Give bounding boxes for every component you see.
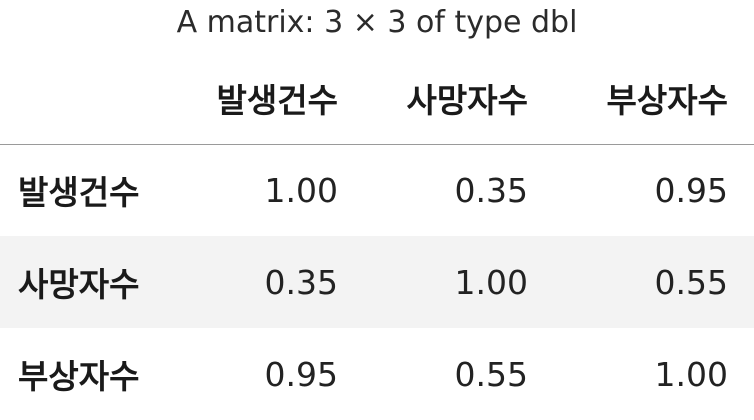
- matrix-cell: 1.00: [454, 262, 528, 302]
- table-row: 부상자수 0.95 0.55 1.00: [0, 328, 754, 420]
- matrix-cell: 0.95: [264, 354, 338, 394]
- matrix-cell: 0.55: [454, 354, 528, 394]
- table-row: 발생건수 1.00 0.35 0.95: [0, 144, 754, 236]
- row-header: 사망자수: [18, 265, 140, 304]
- column-header: 사망자수: [364, 58, 554, 145]
- matrix-output: A matrix: 3 × 3 of type dbl 발생건수 사망자수 부상…: [0, 5, 754, 396]
- row-header: 부상자수: [18, 357, 140, 396]
- matrix-cell: 0.55: [654, 262, 728, 302]
- column-header: 부상자수: [554, 58, 754, 145]
- matrix-cell: 0.35: [454, 170, 528, 210]
- matrix-cell: 0.95: [654, 170, 728, 210]
- matrix-table: 발생건수 사망자수 부상자수 발생건수 1.00 0.35 0.95 사망자수 …: [0, 58, 754, 420]
- table-row: 사망자수 0.35 1.00 0.55: [0, 236, 754, 328]
- matrix-cell: 0.35: [264, 262, 338, 302]
- row-header: 발생건수: [18, 173, 140, 213]
- header-row: 발생건수 사망자수 부상자수: [0, 58, 754, 145]
- column-header: 발생건수: [198, 58, 364, 145]
- matrix-cell: 1.00: [654, 354, 728, 394]
- matrix-cell: 1.00: [264, 170, 338, 210]
- matrix-caption: A matrix: 3 × 3 of type dbl: [176, 5, 578, 40]
- corner-cell: [0, 58, 198, 145]
